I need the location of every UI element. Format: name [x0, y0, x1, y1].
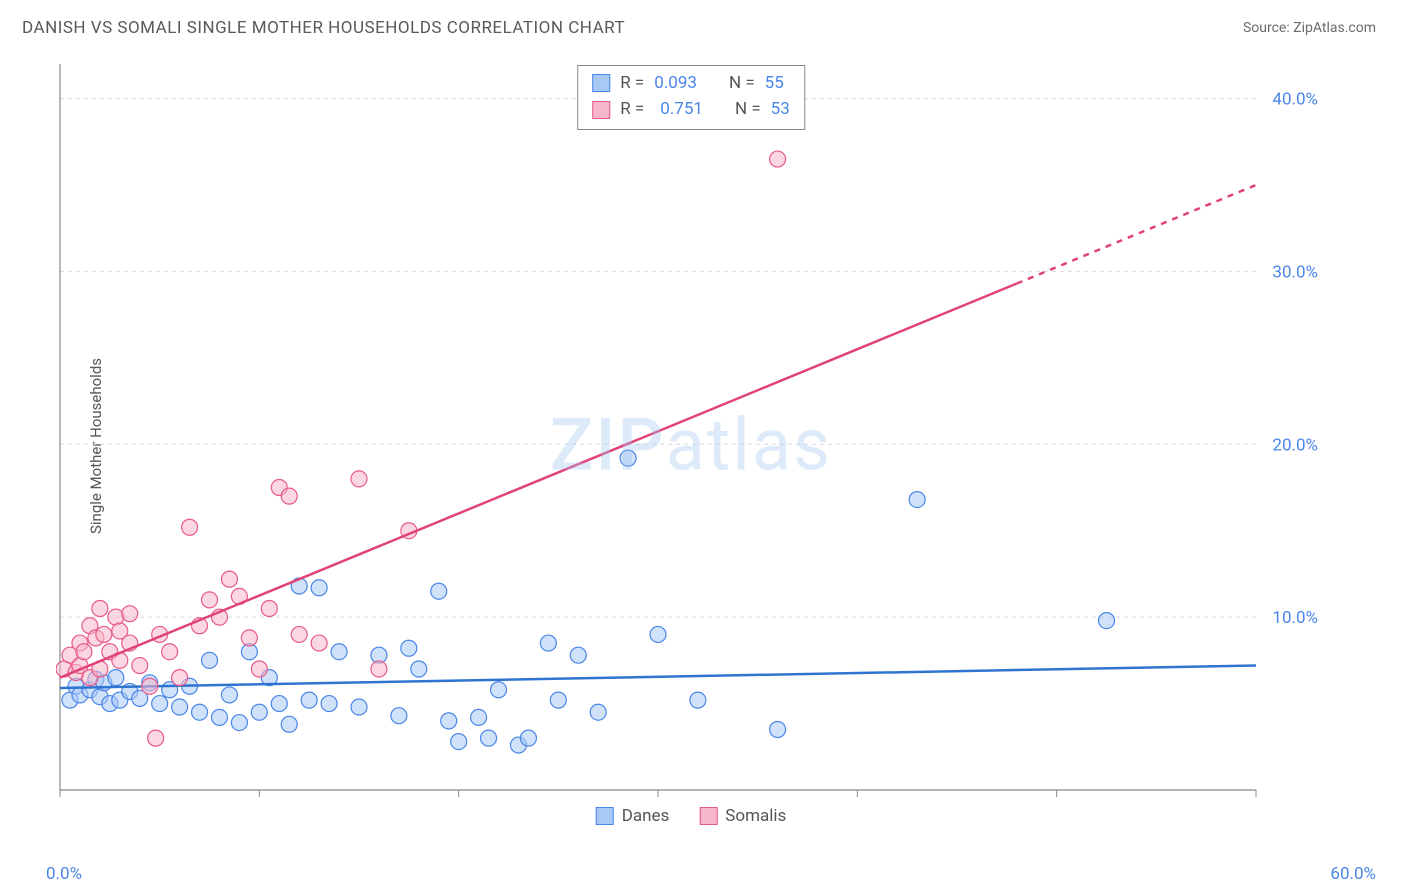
legend-swatch-danes-icon	[596, 807, 614, 825]
chart-container: DANISH VS SOMALI SINGLE MOTHER HOUSEHOLD…	[0, 0, 1406, 892]
n-value-somalis: 53	[771, 96, 790, 122]
chart-title: DANISH VS SOMALI SINGLE MOTHER HOUSEHOLD…	[22, 18, 625, 38]
stats-row-somalis: R = 0.751 N = 53	[592, 96, 790, 122]
stats-row-danes: R = 0.093 N = 55	[592, 70, 790, 96]
svg-text:40.0%: 40.0%	[1272, 90, 1318, 110]
legend-label-danes: Danes	[622, 806, 670, 826]
legend-swatch-danes	[592, 74, 610, 92]
bottom-legend: Danes Somalis	[596, 806, 787, 826]
stats-box: R = 0.093 N = 55 R = 0.751 N = 53	[577, 65, 805, 130]
r-value-somalis: 0.751	[660, 96, 703, 122]
plot-area: 10.0%20.0%30.0%40.0% ZIPatlas R = 0.093 …	[56, 60, 1326, 830]
n-value-danes: 55	[765, 70, 784, 96]
legend-item-danes: Danes	[596, 806, 670, 826]
r-label: R =	[620, 96, 644, 122]
x-axis-min-label: 0.0%	[46, 864, 82, 884]
x-axis-max-label: 60.0%	[1330, 864, 1376, 884]
n-label: N =	[735, 96, 761, 122]
legend-swatch-somalis	[592, 101, 610, 119]
chart-svg: 10.0% 20.0% 30.0% 40.0%	[56, 60, 1326, 830]
legend-item-somalis: Somalis	[699, 806, 786, 826]
svg-text:10.0%: 10.0%	[1272, 608, 1318, 628]
source-label: Source: ZipAtlas.com	[1243, 20, 1376, 36]
legend-label-somalis: Somalis	[725, 806, 786, 826]
svg-text:20.0%: 20.0%	[1272, 435, 1318, 455]
legend-swatch-somalis-icon	[699, 807, 717, 825]
n-label: N =	[729, 70, 755, 96]
r-label: R =	[620, 70, 644, 96]
r-value-danes: 0.093	[654, 70, 697, 96]
svg-text:30.0%: 30.0%	[1272, 262, 1318, 282]
